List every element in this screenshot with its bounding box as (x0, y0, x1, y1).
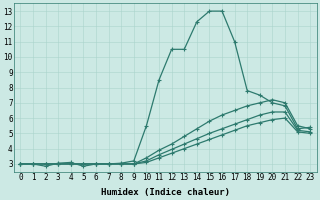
X-axis label: Humidex (Indice chaleur): Humidex (Indice chaleur) (101, 188, 230, 197)
